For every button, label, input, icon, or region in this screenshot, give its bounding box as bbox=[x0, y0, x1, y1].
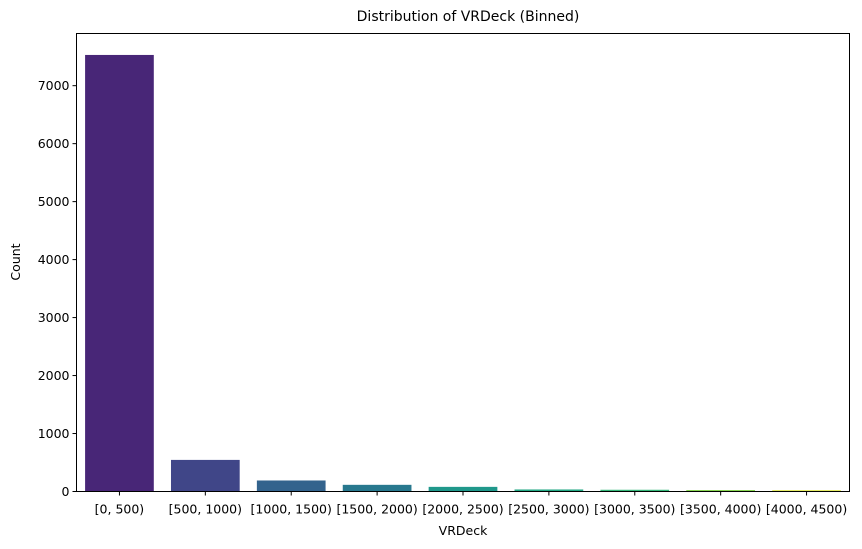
bar-7 bbox=[686, 490, 756, 492]
chart-title: Distribution of VRDeck (Binned) bbox=[357, 9, 580, 25]
plot-frame bbox=[76, 33, 850, 492]
y-tick-label: 0 bbox=[62, 484, 70, 499]
x-tick-label: [1500, 2000) bbox=[336, 502, 417, 517]
y-tick-label: 5000 bbox=[38, 194, 70, 209]
x-tick-label: [0, 500) bbox=[95, 502, 145, 517]
y-tick-label: 4000 bbox=[38, 252, 70, 267]
x-tick-label: [2000, 2500) bbox=[422, 502, 503, 517]
y-tick-label: 2000 bbox=[38, 368, 70, 383]
bar-6 bbox=[600, 489, 670, 492]
bar-5 bbox=[514, 489, 584, 492]
y-tick-label: 3000 bbox=[38, 310, 70, 325]
x-tick-label: [4000, 4500) bbox=[766, 502, 847, 517]
bar-3 bbox=[342, 484, 412, 492]
bar-2 bbox=[256, 480, 326, 492]
bars-layer bbox=[85, 54, 841, 492]
y-tick-label: 6000 bbox=[38, 136, 70, 151]
x-axis: [0, 500) [500, 1000) [1000, 1500) [1500, 20… bbox=[95, 491, 847, 517]
y-tick-label: 7000 bbox=[38, 78, 70, 93]
x-tick-label: [3000, 3500) bbox=[594, 502, 675, 517]
bar-1 bbox=[170, 459, 240, 492]
y-axis: 0 1000 2000 3000 4000 5000 6000 7000 bbox=[38, 78, 77, 499]
bar-8 bbox=[772, 490, 841, 492]
y-axis-label: Count bbox=[8, 243, 23, 280]
bar-4 bbox=[428, 486, 498, 492]
y-tick-label: 1000 bbox=[38, 426, 70, 441]
x-tick-label: [2500, 3000) bbox=[508, 502, 589, 517]
x-tick-label: [500, 1000) bbox=[169, 502, 242, 517]
x-tick-label: [3500, 4000) bbox=[680, 502, 761, 517]
x-tick-label: [1000, 1500) bbox=[251, 502, 332, 517]
x-axis-label: VRDeck bbox=[439, 523, 488, 538]
bar-0 bbox=[85, 54, 154, 492]
